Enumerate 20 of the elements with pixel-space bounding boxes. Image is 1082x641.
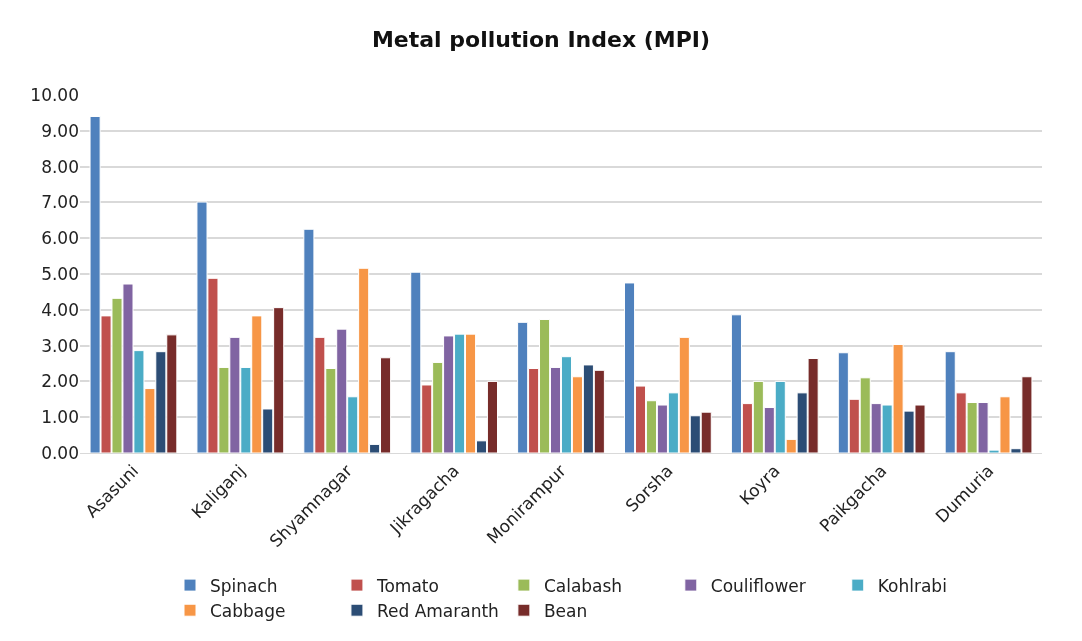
legend-label: Bean	[543, 600, 588, 621]
y-tick-label: 0.00	[41, 442, 79, 463]
y-tick-label: 8.00	[41, 156, 79, 177]
y-tick-label: 7.00	[41, 192, 79, 213]
legend-label: Spinach	[210, 575, 278, 596]
legend-label: Calabash	[543, 575, 623, 596]
y-tick-label: 3.00	[41, 335, 79, 356]
legend-label: Red Amaranth	[376, 600, 499, 621]
y-tick-label: 1.00	[41, 407, 79, 428]
y-tick-label: 5.00	[41, 263, 79, 284]
legend-label: Couliflower	[710, 575, 806, 596]
y-tick-label: 2.00	[41, 371, 79, 392]
legend-label: Tomato	[375, 575, 439, 596]
legend-label: Kohlrabi	[877, 575, 947, 596]
chart-title: Metal pollution Index (MPI)	[371, 27, 711, 53]
y-tick-label: 9.00	[41, 120, 79, 141]
y-tick-label: 6.00	[41, 228, 79, 249]
legend-label: Cabbage	[210, 600, 286, 621]
y-tick-label: 10.00	[30, 84, 79, 105]
y-tick-label: 4.00	[41, 299, 79, 320]
